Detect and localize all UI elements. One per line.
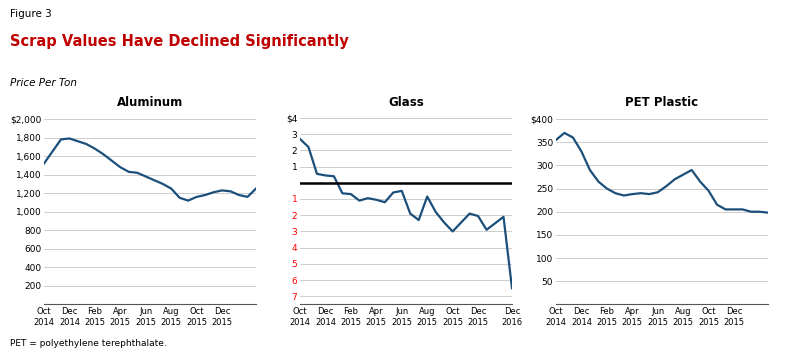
Text: PET = polyethylene terephthalate.: PET = polyethylene terephthalate. bbox=[10, 339, 167, 348]
Title: PET Plastic: PET Plastic bbox=[626, 96, 698, 109]
Text: Figure 3: Figure 3 bbox=[10, 9, 52, 19]
Title: Aluminum: Aluminum bbox=[117, 96, 183, 109]
Text: Scrap Values Have Declined Significantly: Scrap Values Have Declined Significantly bbox=[10, 34, 349, 48]
Title: Glass: Glass bbox=[388, 96, 424, 109]
Text: Price Per Ton: Price Per Ton bbox=[10, 78, 78, 88]
